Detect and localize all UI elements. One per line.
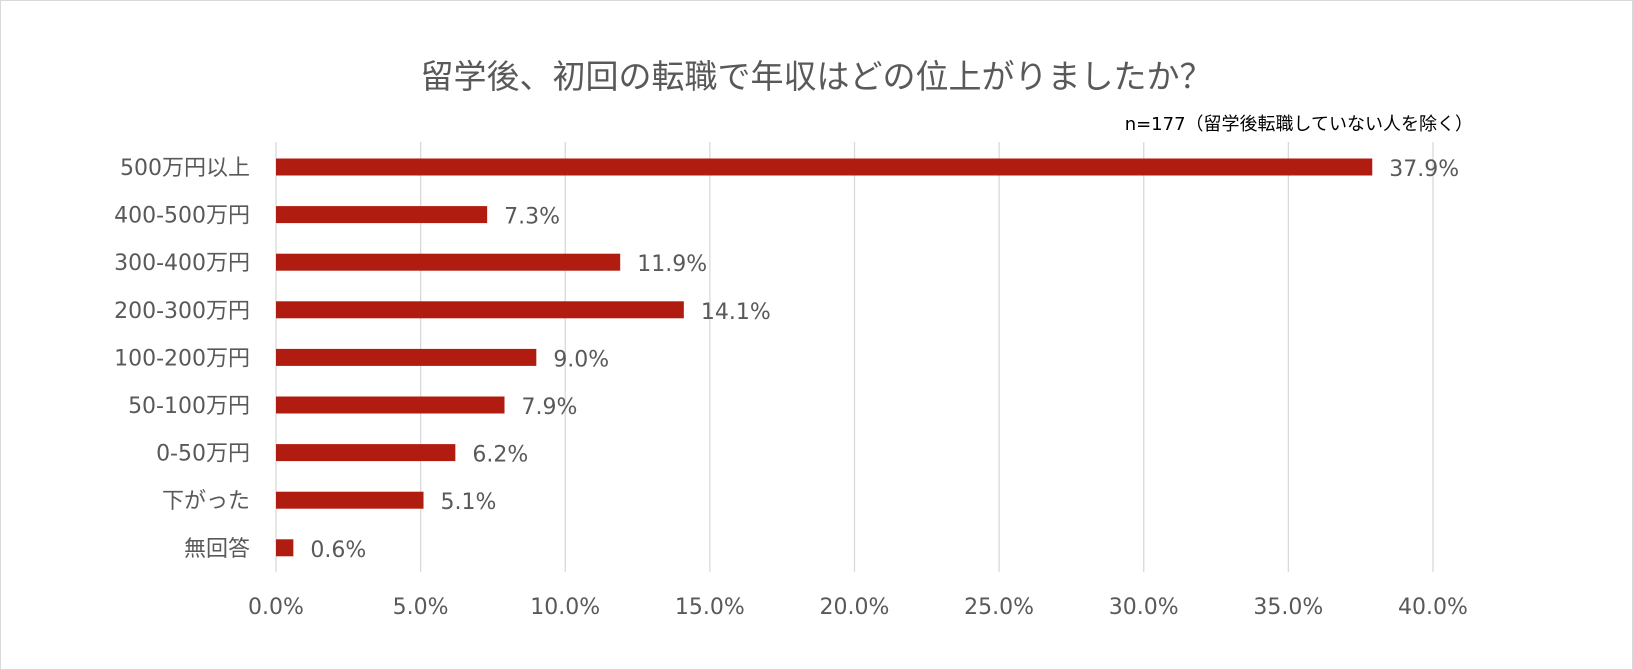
x-tick-label: 30.0% [1109,595,1179,620]
category-label: 無回答 [184,537,250,562]
bar [276,396,505,414]
chart-title: 留学後、初回の転職で年収はどの位上がりましたか？ [420,57,1213,96]
bar [276,348,537,366]
category-label: 500万円以上 [120,156,250,181]
x-tick-label: 40.0% [1398,595,1468,620]
bar [276,301,684,319]
x-tick-label: 15.0% [675,595,745,620]
category-label: 300-400万円 [114,251,250,276]
data-label: 11.9% [637,252,707,277]
bar [276,253,621,271]
bar [276,539,294,557]
data-label: 9.0% [553,347,609,372]
category-label: 下がった [162,489,250,514]
bar [276,444,456,462]
data-label: 6.2% [472,443,528,468]
data-label: 0.6% [310,538,366,563]
data-label: 7.9% [522,395,578,420]
x-tick-label: 10.0% [530,595,600,620]
chart-subtitle: n=177（留学後転職していない人を除く） [1124,114,1473,135]
category-label: 200-300万円 [114,299,250,324]
bar [276,206,488,224]
x-tick-label: 25.0% [964,595,1034,620]
category-label: 0-50万円 [156,442,250,467]
x-tick-label: 35.0% [1253,595,1323,620]
x-tick-label: 0.0% [248,595,304,620]
x-tick-label: 20.0% [820,595,890,620]
data-label: 37.9% [1389,157,1459,182]
bar [276,158,1373,176]
x-tick-label: 5.0% [393,595,449,620]
category-label: 400-500万円 [114,204,250,229]
data-label: 5.1% [441,490,497,515]
data-label: 14.1% [701,300,771,325]
data-label: 7.3% [504,205,560,230]
bar [276,491,424,509]
category-label: 50-100万円 [128,394,250,419]
category-label: 100-200万円 [114,346,250,371]
